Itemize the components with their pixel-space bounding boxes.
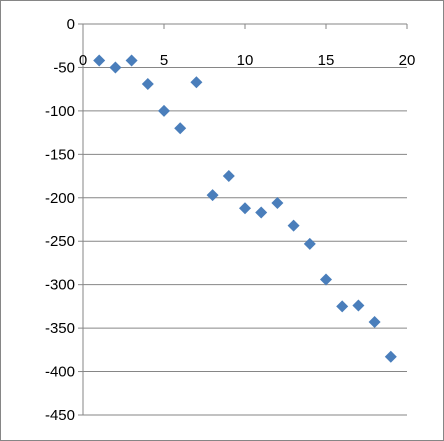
data-point	[222, 170, 235, 183]
y-tick-label: -200	[45, 190, 75, 207]
x-tick-label: 10	[237, 52, 254, 69]
y-tick-label: -450	[45, 407, 75, 424]
data-point	[287, 219, 300, 232]
data-point	[109, 61, 122, 74]
data-point	[255, 206, 268, 219]
y-tick-label: -50	[53, 59, 75, 76]
data-point	[303, 237, 316, 250]
data-point	[174, 122, 187, 135]
y-tick-label: -350	[45, 320, 75, 337]
x-tick-label: 0	[79, 52, 87, 69]
data-point	[239, 202, 251, 215]
y-tick-label: 0	[67, 16, 75, 33]
y-tick-label: -100	[45, 103, 75, 120]
x-tick-label: 5	[160, 52, 168, 69]
x-tick-label: 15	[318, 52, 335, 69]
data-point	[320, 273, 332, 286]
y-tick-label: -150	[45, 146, 75, 163]
data-point	[206, 189, 219, 202]
data-point	[336, 300, 349, 313]
data-point	[368, 316, 381, 329]
data-point	[158, 104, 170, 117]
data-point	[93, 54, 106, 67]
y-tick-label: -400	[45, 364, 75, 381]
data-point	[352, 299, 365, 312]
x-tick-label: 20	[399, 52, 416, 69]
y-tick-label: -250	[45, 233, 75, 250]
data-point	[141, 77, 154, 90]
data-point	[125, 54, 138, 67]
data-point	[190, 76, 203, 89]
data-point	[384, 350, 397, 363]
y-tick-label: -300	[45, 277, 75, 294]
data-point	[271, 196, 284, 209]
